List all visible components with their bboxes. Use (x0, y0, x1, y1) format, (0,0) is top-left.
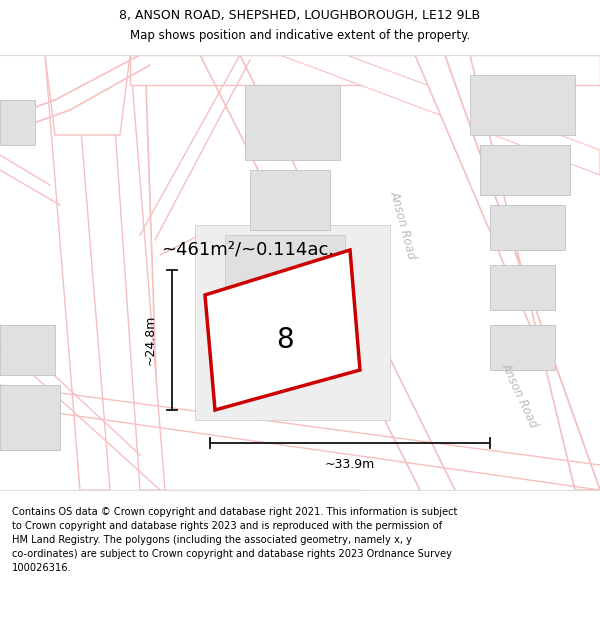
Polygon shape (490, 205, 565, 250)
Text: ~24.8m: ~24.8m (143, 315, 157, 365)
Polygon shape (110, 55, 165, 490)
Polygon shape (415, 55, 600, 490)
Polygon shape (225, 235, 345, 300)
Polygon shape (195, 225, 390, 420)
Polygon shape (0, 325, 55, 375)
Text: Anson Road: Anson Road (388, 189, 418, 261)
Polygon shape (470, 75, 575, 135)
Text: Contains OS data © Crown copyright and database right 2021. This information is : Contains OS data © Crown copyright and d… (12, 507, 457, 573)
Polygon shape (490, 265, 555, 310)
Text: 8: 8 (276, 326, 294, 354)
Text: ~461m²/~0.114ac.: ~461m²/~0.114ac. (161, 241, 335, 259)
Text: Map shows position and indicative extent of the property.: Map shows position and indicative extent… (130, 29, 470, 41)
Text: ~33.9m: ~33.9m (325, 459, 375, 471)
Polygon shape (45, 55, 130, 135)
Polygon shape (480, 145, 570, 195)
Polygon shape (245, 85, 340, 160)
Polygon shape (45, 55, 110, 490)
Polygon shape (490, 325, 555, 370)
Text: Anson Road: Anson Road (499, 361, 541, 429)
Polygon shape (445, 55, 600, 490)
Polygon shape (130, 55, 600, 85)
Polygon shape (0, 100, 35, 145)
Polygon shape (0, 385, 60, 450)
Polygon shape (205, 250, 360, 410)
Polygon shape (280, 30, 600, 175)
Polygon shape (250, 170, 330, 230)
Text: 8, ANSON ROAD, SHEPSHED, LOUGHBOROUGH, LE12 9LB: 8, ANSON ROAD, SHEPSHED, LOUGHBOROUGH, L… (119, 9, 481, 21)
